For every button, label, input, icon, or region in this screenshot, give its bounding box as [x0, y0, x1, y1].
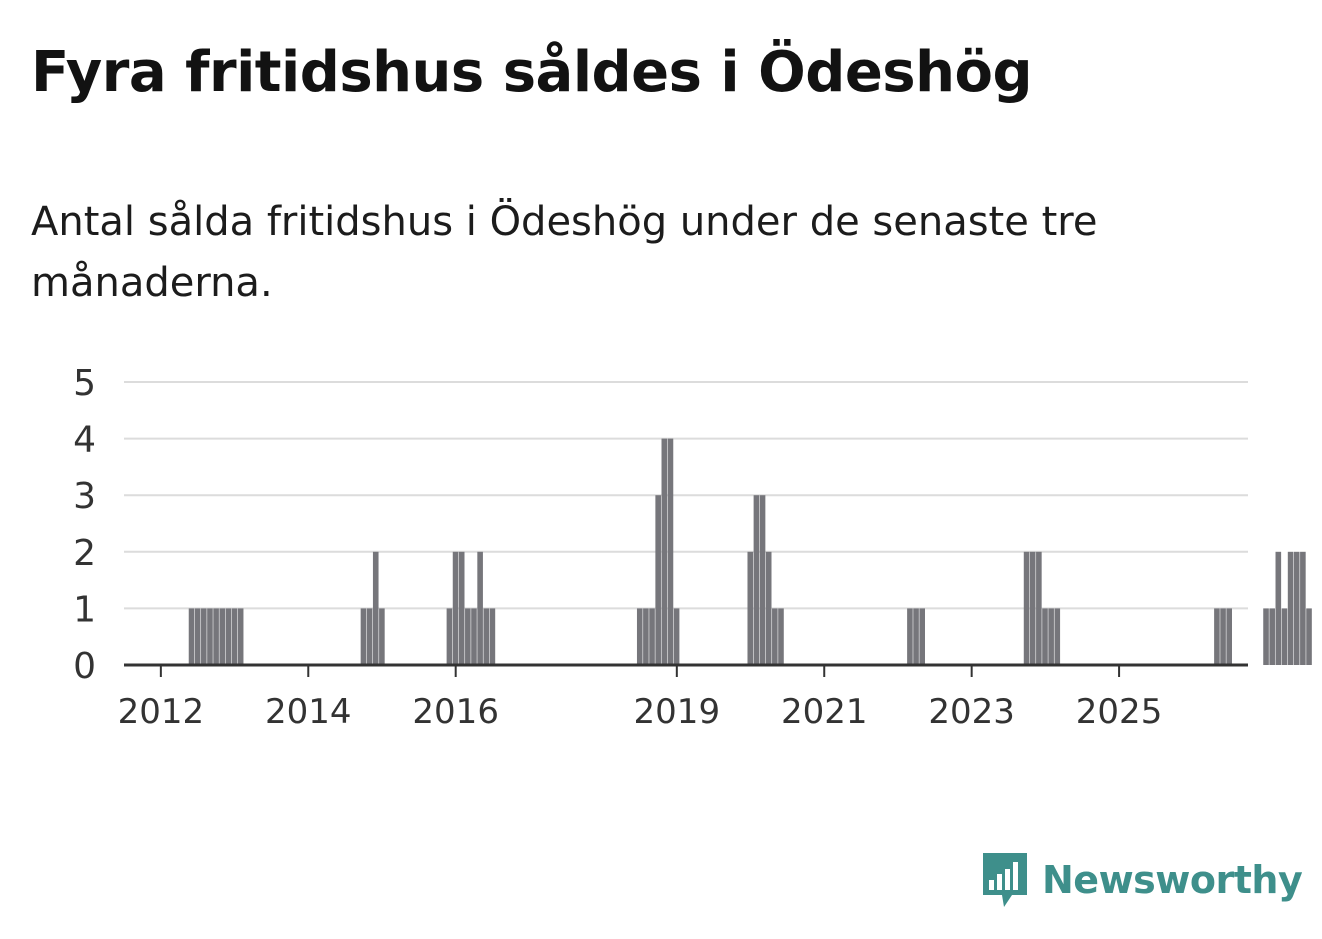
- bar: [772, 608, 778, 665]
- bar: [673, 608, 680, 665]
- newsworthy-logo: Newsworthy: [980, 850, 1303, 910]
- bar: [452, 551, 459, 665]
- bar: [759, 495, 766, 665]
- bar: [747, 551, 754, 665]
- bar: [188, 608, 195, 665]
- bar: [1042, 608, 1048, 665]
- bar: [649, 608, 655, 665]
- y-tick-label: 4: [73, 420, 96, 461]
- x-tick-label: 2016: [412, 692, 499, 732]
- bar: [458, 551, 465, 665]
- chart-title: Fyra fritidshus såldes i Ödeshög: [31, 40, 1033, 105]
- bar: [219, 608, 226, 665]
- bar: [919, 608, 925, 665]
- bar: [194, 608, 201, 665]
- bar: [360, 608, 367, 665]
- bar: [477, 551, 483, 665]
- bar: [667, 438, 674, 665]
- bar: [366, 608, 373, 665]
- y-tick-label: 0: [73, 646, 96, 687]
- bar: [1269, 608, 1275, 665]
- bar: [1306, 608, 1312, 665]
- bar: [471, 608, 477, 665]
- x-tick-label: 2019: [634, 692, 721, 732]
- bar: [661, 438, 668, 665]
- bar: [1300, 551, 1306, 665]
- bar: [483, 608, 490, 665]
- bar: [1048, 608, 1054, 665]
- bar: [636, 608, 643, 665]
- bar: [1263, 608, 1269, 665]
- x-tick-label: 2023: [928, 692, 1015, 732]
- chart-subtitle: Antal sålda fritidshus i Ödeshög under d…: [31, 199, 1098, 306]
- bar: [1293, 551, 1300, 665]
- y-tick-label: 3: [73, 476, 96, 517]
- bar: [1023, 551, 1030, 665]
- x-tick-label: 2025: [1076, 692, 1163, 732]
- bar: [465, 608, 471, 665]
- bar: [231, 608, 238, 665]
- bar: [643, 608, 649, 665]
- bar: [207, 608, 213, 665]
- bar: [1036, 551, 1042, 665]
- bar: [655, 495, 661, 665]
- bar: [225, 608, 232, 665]
- x-tick-label: 2012: [118, 692, 205, 732]
- newsworthy-logo-icon: [983, 853, 1027, 907]
- bar: [213, 608, 219, 665]
- bar: [1214, 608, 1220, 665]
- bar: [753, 495, 760, 665]
- bar: [1287, 551, 1294, 665]
- bar: [237, 608, 244, 665]
- bar: [913, 608, 919, 665]
- bar: [907, 608, 913, 665]
- y-tick-label: 5: [73, 363, 96, 404]
- bar: [201, 608, 207, 665]
- y-tick-label: 1: [73, 589, 96, 630]
- bar: [1029, 551, 1036, 665]
- y-tick-label: 2: [73, 533, 96, 574]
- bar: [765, 551, 772, 665]
- bar: [1054, 608, 1061, 665]
- bar-chart: 01234520122014201620192021202320254: [73, 363, 1312, 732]
- bar: [1281, 608, 1288, 665]
- bar: [372, 551, 379, 665]
- bar: [1226, 608, 1232, 665]
- bar: [489, 608, 496, 665]
- brand-name: Newsworthy: [1042, 858, 1303, 902]
- bar: [778, 608, 784, 665]
- bar: [1275, 551, 1282, 665]
- bar: [1220, 608, 1226, 665]
- bar: [446, 608, 453, 665]
- x-tick-label: 2021: [781, 692, 868, 732]
- bar: [379, 608, 385, 665]
- x-tick-label: 2014: [265, 692, 352, 732]
